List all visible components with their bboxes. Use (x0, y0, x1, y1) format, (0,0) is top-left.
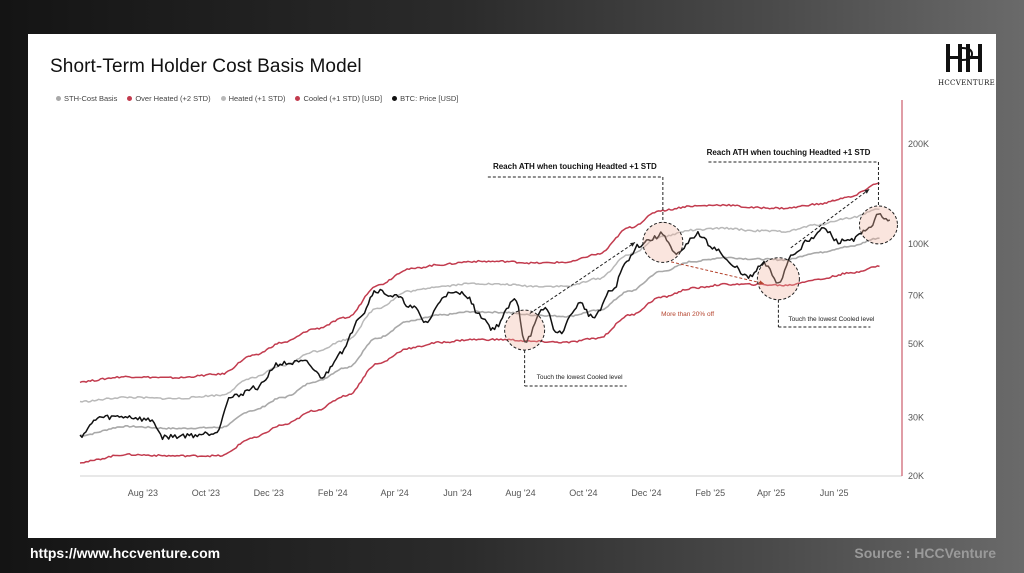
y-tick-label: 50K (908, 339, 924, 349)
legend-item-btc-price: BTC: Price [USD] (392, 94, 458, 103)
y-tick-label: 100K (908, 239, 929, 249)
series-over-heated-line (79, 182, 880, 384)
legend-label: STH-Cost Basis (64, 94, 118, 103)
legend: STH-Cost Basis Over Heated (+2 STD) Heat… (56, 94, 458, 103)
x-tick-label: Jun '25 (820, 488, 849, 498)
x-tick-label: Dec '23 (254, 488, 284, 498)
highlight-circle (756, 257, 800, 301)
series-sth-cost-basis-line (79, 237, 880, 437)
hccventure-logo: HCCVENTURE (938, 42, 996, 87)
legend-dot-cooled (295, 96, 301, 101)
annotation-text: Touch the lowest Cooled level (788, 316, 875, 323)
chart-card: Short-Term Holder Cost Basis Model STH-C… (28, 34, 996, 538)
chart-title: Short-Term Holder Cost Basis Model (50, 56, 362, 77)
x-tick-label: Apr '24 (381, 488, 409, 498)
trend-arrowhead (759, 280, 764, 285)
y-tick-label: 20K (908, 471, 924, 481)
trend-arrowhead (630, 242, 636, 247)
x-tick-label: Apr '25 (757, 488, 785, 498)
x-tick-label: Feb '25 (695, 488, 725, 498)
x-tick-label: Feb '24 (318, 488, 348, 498)
logo-mark-icon (946, 44, 982, 72)
legend-label: Heated (+1 STD) (228, 94, 286, 103)
legend-item-sth-cost-basis: STH-Cost Basis (56, 94, 117, 103)
x-tick-label: Oct '24 (569, 488, 597, 498)
annotation-text: Touch the lowest Cooled level (537, 374, 624, 381)
chart-plot: Aug '23 Oct '23 Dec '23 Feb '24 Apr '24 Jun '… (79, 100, 929, 498)
legend-dot-btc-price (392, 96, 398, 101)
x-tick-label: Jun '24 (443, 488, 472, 498)
legend-item-cooled: Cooled (+1 STD) [USD] (295, 94, 382, 103)
legend-item-over-heated: Over Heated (+2 STD) (127, 94, 211, 103)
annotation-text: More than 20% off (661, 311, 714, 318)
annotation-text: Reach ATH when touching Headted +1 STD (707, 148, 871, 157)
highlight-circle (642, 221, 684, 263)
footer-source: Source : HCCVenture (854, 545, 996, 561)
series-cooled-line (79, 265, 880, 464)
x-tick-label: Aug '24 (505, 488, 535, 498)
trend-arrowhead (864, 189, 870, 194)
legend-dot-sth-cost-basis (56, 96, 61, 101)
x-tick-label: Dec '24 (631, 488, 661, 498)
legend-label: BTC: Price [USD] (400, 94, 459, 103)
logo-text: HCCVENTURE (938, 79, 996, 87)
trend-arrow-line (670, 261, 765, 285)
y-tick-label: 70K (908, 290, 924, 300)
legend-item-heated: Heated (+1 STD) (220, 94, 286, 103)
legend-dot-over-heated (127, 96, 133, 101)
legend-label: Cooled (+1 STD) [USD] (303, 94, 383, 103)
trend-arrow-line (529, 241, 636, 314)
x-tick-label: Oct '23 (192, 488, 220, 498)
highlight-circle (504, 309, 546, 351)
annotation-text: Reach ATH when touching Headted +1 STD (493, 162, 657, 171)
trend-arrow-line (790, 188, 870, 249)
series-btc-price-line (79, 213, 891, 441)
series-heated-line (79, 208, 880, 403)
legend-dot-heated (220, 96, 226, 101)
highlight-circle (858, 205, 898, 245)
footer-url[interactable]: https://www.hccventure.com (30, 545, 221, 561)
legend-label: Over Heated (+2 STD) (135, 94, 211, 103)
x-tick-label: Aug '23 (128, 488, 158, 498)
y-tick-label: 200K (908, 139, 929, 149)
y-tick-label: 30K (908, 413, 924, 423)
